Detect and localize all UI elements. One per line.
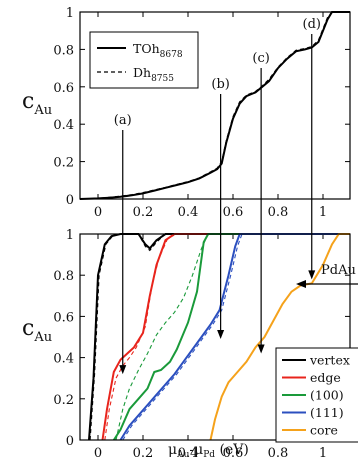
legend-label-dh: Dh8755: [133, 65, 174, 84]
bottom-plot-frame: [79, 233, 351, 441]
pdau-label: PdAu: [321, 263, 356, 278]
series-line-dh: [79, 11, 350, 200]
bottom-ytick-label: 0.8: [53, 269, 74, 284]
top-y-axis-label: cAu: [22, 89, 52, 118]
annotation-arrowhead-b: [217, 330, 225, 340]
top-ytick-label: 1: [66, 6, 74, 21]
bottom-x-axis-label: μAu-μPd (eV): [168, 442, 249, 458]
annotation-label-d: (d): [303, 17, 321, 32]
series-solid-edge: [101, 233, 350, 441]
bottom-ytick-label: 0: [66, 434, 74, 449]
legend-label-toh: TOh8678: [133, 41, 183, 60]
top-xtick-label: 0: [94, 205, 102, 220]
top-ytick-label: 0: [66, 193, 74, 208]
top-ytick-label: 0.8: [53, 43, 74, 58]
top-ytick-labels: 0 0.2 0.4 0.6 0.8 1: [53, 6, 74, 208]
top-legend: TOh8678 Dh8755: [89, 31, 199, 89]
top-plot-frame: [79, 11, 351, 200]
series-dashed-111: [122, 233, 350, 441]
top-xtick-label: 0.6: [223, 205, 244, 220]
bottom-ytick-label: 0.6: [53, 310, 74, 325]
top-xtick-label: 0.8: [268, 205, 289, 220]
bottom-xtick-label: 0.6: [223, 446, 244, 458]
top-ytick-label: 0.4: [53, 118, 74, 133]
annotation-label-b: (b): [211, 77, 229, 92]
top-xtick-label: 0.2: [133, 205, 154, 220]
annotation-arrows: [119, 34, 316, 375]
annotation-arrowhead-a: [119, 365, 127, 375]
bottom-xtick-label: 0.2: [133, 446, 154, 458]
bottom-xtick-label: 0.4: [178, 446, 199, 458]
legend-label-vertex: vertex: [309, 353, 350, 368]
bottom-y-axis-label: cAu: [22, 316, 52, 345]
series-dashed-100: [115, 233, 350, 441]
legend-label-100: (100): [310, 388, 344, 403]
top-xtick-label: 0.4: [178, 205, 199, 220]
bottom-ytick-label: 0.2: [53, 393, 74, 408]
top-annotations: (a) (b) (c) (d): [114, 17, 321, 128]
annotation-label-a: (a): [114, 113, 132, 128]
bottom-ytick-label: 1: [66, 228, 74, 243]
top-legend-box: [89, 31, 199, 89]
bottom-xtick-label: 0.8: [268, 446, 289, 458]
bottom-xtick-label: 1: [319, 446, 327, 458]
top-ytick-label: 0.6: [53, 81, 74, 96]
bottom-xtick-labels: 0 0.2 0.4 0.6 0.8 1: [94, 446, 327, 458]
series-solid-core: [209, 233, 350, 441]
legend-label-111: (111): [310, 405, 344, 420]
bottom-ytick-label: 0.4: [53, 352, 74, 367]
annotation-arrowhead-d: [308, 270, 316, 280]
series-solid-100: [112, 233, 350, 441]
top-xtick-labels: 0 0.2 0.4 0.6 0.8 1: [94, 205, 327, 220]
bottom-legend: vertex edge (100) (111) core: [275, 347, 358, 443]
annotation-label-c: (c): [252, 51, 269, 66]
annotation-arrowhead-c: [257, 344, 265, 354]
series-solid-111: [119, 233, 350, 441]
bottom-panel: 0 0.2 0.4 0.6 0.8 1 0 0.2 0.4 0.6 0.8 1 cAu μAu-μP…: [22, 228, 358, 458]
top-ytick-label: 0.2: [53, 156, 74, 171]
bottom-ytick-labels: 0 0.2 0.4 0.6 0.8 1: [53, 228, 74, 449]
legend-label-core: core: [310, 423, 338, 438]
top-panel: (a) (b) (c) (d) 0 0.2 0.4 0.6 0.8 1 0 0.2 0.4 0.6 0.…: [22, 6, 351, 220]
legend-label-edge: edge: [310, 370, 341, 385]
series-dashed-edge: [104, 233, 350, 441]
pdau-arrow-head: [296, 280, 306, 288]
bottom-xtick-label: 0: [94, 446, 102, 458]
top-xtick-label: 1: [319, 205, 327, 220]
